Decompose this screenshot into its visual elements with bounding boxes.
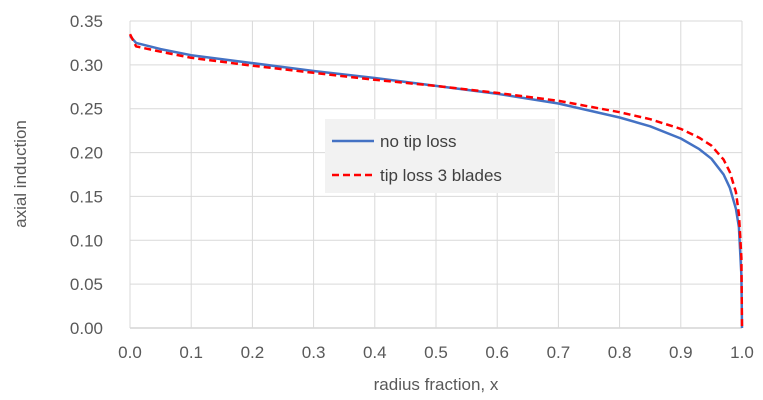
y-tick-label: 0.35 — [70, 12, 103, 31]
legend-box — [325, 119, 555, 193]
legend: no tip loss tip loss 3 blades — [325, 119, 555, 193]
series-line-no-tip-loss — [129, 35, 744, 329]
x-tick-label: 1.0 — [730, 343, 754, 362]
y-tick-label: 0.30 — [70, 56, 103, 75]
x-tick-labels: 0.0 0.1 0.2 0.3 0.4 0.5 0.6 0.7 0.8 0.9 1.0 — [118, 343, 754, 362]
x-tick-label: 0.7 — [547, 343, 571, 362]
y-tick-label: 0.25 — [70, 100, 103, 119]
x-tick-label: 0.9 — [669, 343, 693, 362]
x-tick-label: 0.8 — [608, 343, 632, 362]
x-tick-label: 0.4 — [363, 343, 387, 362]
legend-label-tip-loss-3-blades: tip loss 3 blades — [380, 166, 502, 185]
legend-label-no-tip-loss: no tip loss — [380, 132, 457, 151]
y-axis-title: axial induction — [11, 120, 30, 228]
x-tick-label: 0.1 — [179, 343, 203, 362]
y-tick-labels: 0.00 0.05 0.10 0.15 0.20 0.25 0.30 0.35 — [70, 12, 103, 338]
y-tick-label: 0.15 — [70, 187, 103, 206]
y-tick-label: 0.05 — [70, 275, 103, 294]
y-tick-label: 0.10 — [70, 231, 103, 250]
x-tick-label: 0.2 — [241, 343, 265, 362]
series-line-tip-loss-3-blades — [128, 33, 744, 329]
x-tick-label: 0.6 — [485, 343, 509, 362]
x-axis-title: radius fraction, x — [374, 375, 499, 394]
series-layer — [128, 33, 744, 329]
x-tick-label: 0.3 — [302, 343, 326, 362]
x-tick-label: 0.5 — [424, 343, 448, 362]
x-tick-label: 0.0 — [118, 343, 142, 362]
y-tick-label: 0.00 — [70, 319, 103, 338]
y-tick-label: 0.20 — [70, 144, 103, 163]
